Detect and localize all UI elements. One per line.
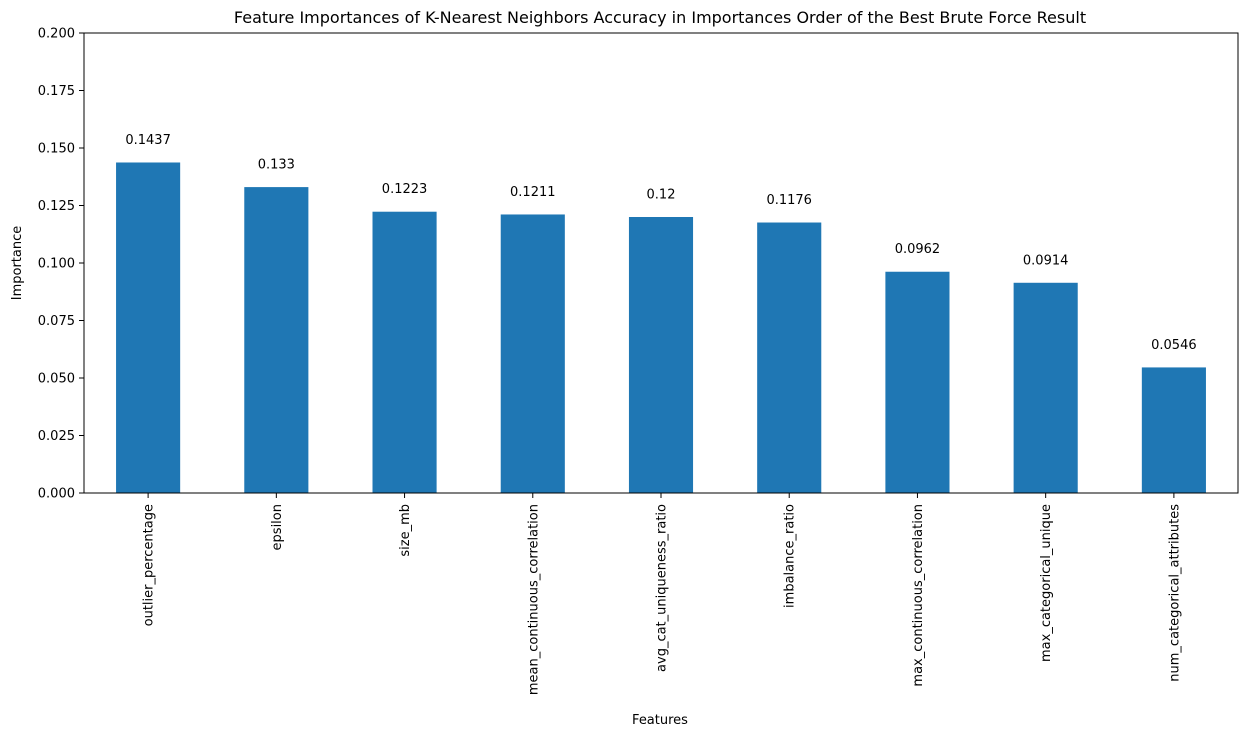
- bar-value-label: 0.1176: [766, 193, 812, 208]
- x-axis-label: Features: [632, 713, 688, 728]
- y-tick-label: 0.175: [38, 84, 75, 99]
- bar: [116, 162, 181, 494]
- bar-value-label: 0.133: [258, 158, 295, 173]
- bar-value-label: 0.1223: [382, 182, 428, 197]
- x-axis: outlier_percentage epsilon size_mb mean_con…: [142, 493, 1182, 695]
- y-tick-label: 0.125: [38, 199, 75, 214]
- chart-title: Feature Importances of K-Nearest Neighbo…: [234, 8, 1086, 27]
- x-tick-label: size_mb: [398, 504, 413, 557]
- y-axis: 0.000 0.025 0.050 0.075 0.100 0.125 0.150 0.175…: [38, 27, 84, 502]
- bar-value-label: 0.1437: [125, 133, 171, 148]
- bars-group: [116, 162, 1206, 494]
- x-tick-label: imbalance_ratio: [783, 504, 798, 608]
- x-tick-label: epsilon: [270, 504, 285, 550]
- bar: [372, 211, 437, 493]
- y-tick-label: 0.075: [38, 314, 75, 329]
- bar-value-label: 0.0546: [1151, 338, 1197, 353]
- bar: [500, 214, 565, 493]
- bar: [885, 271, 950, 493]
- bar: [1013, 282, 1078, 493]
- y-axis-label: Importance: [10, 226, 25, 301]
- x-tick-label: max_continuous_correlation: [911, 504, 926, 687]
- y-tick-label: 0.150: [38, 142, 75, 157]
- y-tick-label: 0.100: [38, 257, 75, 272]
- bar: [244, 187, 309, 493]
- bar: [628, 217, 694, 493]
- x-tick-label: outlier_percentage: [142, 504, 157, 626]
- y-tick-label: 0.000: [38, 487, 75, 502]
- x-tick-label: mean_continuous_correlation: [526, 504, 541, 695]
- x-tick-label: avg_cat_uniqueness_ratio: [655, 504, 670, 672]
- plot-frame: [83, 32, 1239, 494]
- bar-value-label: 0.0914: [1023, 253, 1069, 268]
- y-tick-label: 0.025: [38, 429, 75, 444]
- x-tick-label: num_categorical_attributes: [1167, 504, 1182, 682]
- value-labels-group: 0.1437 0.133 0.1223 0.1211 0.12 0.1176 0.0962 0…: [125, 133, 1196, 353]
- bar-value-label: 0.0962: [895, 242, 941, 257]
- bar: [757, 222, 822, 493]
- bar-value-label: 0.12: [647, 188, 676, 203]
- x-tick-label: max_categorical_unique: [1039, 504, 1054, 662]
- y-tick-label: 0.200: [38, 27, 75, 42]
- bar-value-label: 0.1211: [510, 185, 556, 200]
- y-tick-label: 0.050: [38, 372, 75, 387]
- bar: [1141, 367, 1206, 493]
